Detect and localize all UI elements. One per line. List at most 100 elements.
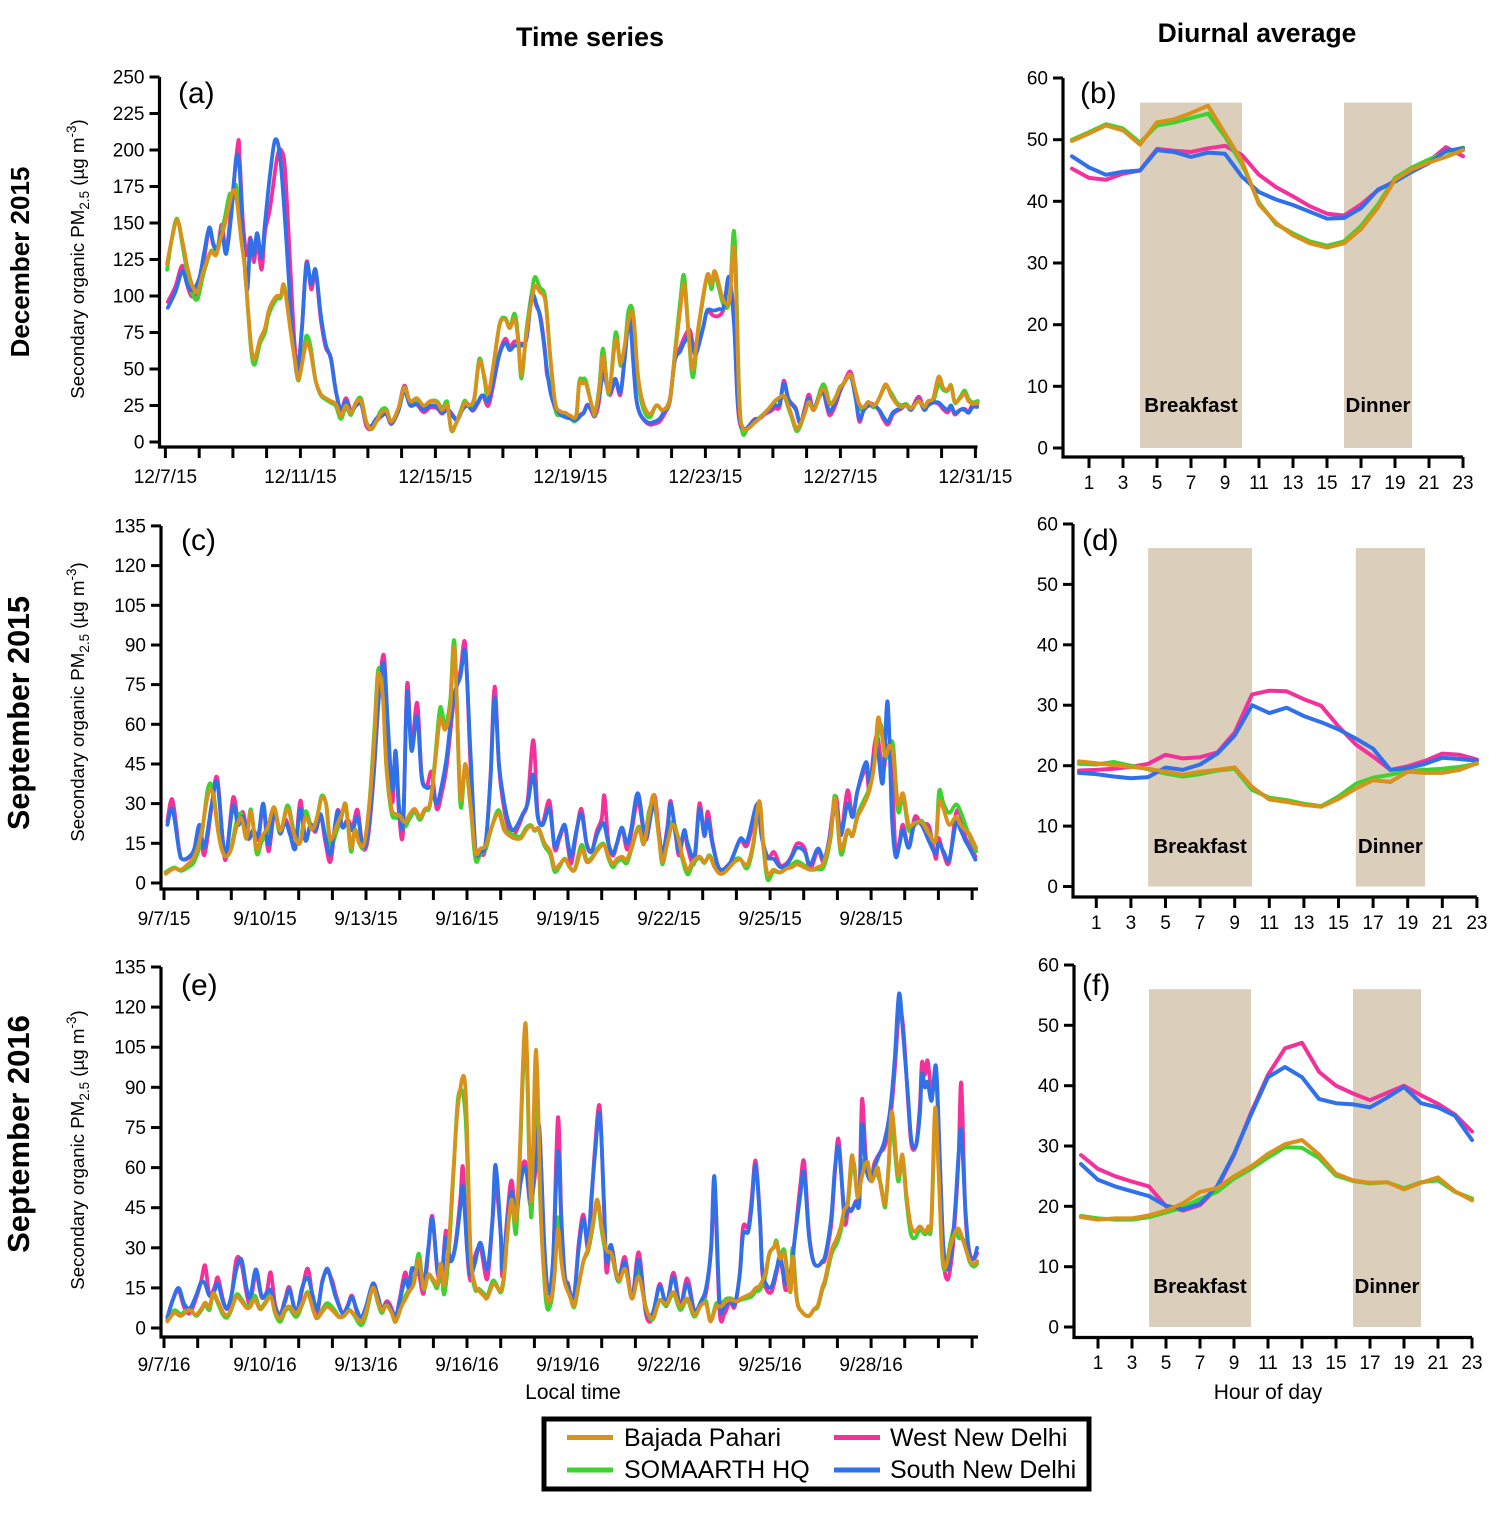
svg-text:7: 7 — [1186, 473, 1197, 494]
svg-text:Breakfast: Breakfast — [1144, 394, 1238, 417]
svg-text:21: 21 — [1427, 1353, 1448, 1374]
svg-text:12/27/15: 12/27/15 — [803, 467, 877, 488]
svg-text:15: 15 — [1325, 1353, 1346, 1374]
svg-text:40: 40 — [1027, 192, 1048, 213]
svg-text:40: 40 — [1038, 1076, 1059, 1097]
svg-text:0: 0 — [1047, 877, 1058, 898]
svg-text:50: 50 — [1037, 575, 1058, 596]
svg-text:25: 25 — [123, 396, 144, 417]
svg-text:90: 90 — [125, 636, 146, 657]
svg-text:30: 30 — [125, 1238, 146, 1259]
svg-text:0: 0 — [1048, 1318, 1059, 1339]
svg-text:(e): (e) — [181, 969, 218, 1002]
svg-text:9/22/15: 9/22/15 — [637, 909, 700, 930]
svg-text:11: 11 — [1258, 1353, 1278, 1374]
svg-text:250: 250 — [113, 68, 145, 89]
svg-text:10: 10 — [1027, 377, 1048, 398]
svg-text:120: 120 — [114, 998, 146, 1019]
svg-text:11: 11 — [1259, 913, 1279, 934]
svg-text:30: 30 — [1037, 696, 1058, 717]
svg-text:105: 105 — [114, 1038, 146, 1059]
svg-text:13: 13 — [1291, 1353, 1312, 1374]
svg-text:December 2015: December 2015 — [5, 167, 35, 358]
svg-text:23: 23 — [1466, 913, 1487, 934]
svg-text:West New Delhi: West New Delhi — [890, 1424, 1067, 1452]
svg-text:135: 135 — [114, 516, 146, 537]
svg-text:20: 20 — [1027, 315, 1048, 336]
svg-text:60: 60 — [1037, 515, 1058, 536]
svg-text:9/19/16: 9/19/16 — [536, 1355, 599, 1376]
svg-text:90: 90 — [125, 1078, 146, 1099]
svg-text:9: 9 — [1229, 1353, 1240, 1374]
svg-text:9/10/15: 9/10/15 — [233, 909, 296, 930]
svg-text:60: 60 — [1038, 956, 1059, 977]
svg-text:13: 13 — [1293, 913, 1314, 934]
svg-text:30: 30 — [1038, 1137, 1059, 1158]
svg-text:19: 19 — [1384, 473, 1405, 494]
svg-text:50: 50 — [1027, 130, 1048, 151]
svg-text:9/25/15: 9/25/15 — [738, 909, 801, 930]
svg-text:9: 9 — [1229, 913, 1240, 934]
svg-text:Breakfast: Breakfast — [1153, 835, 1247, 858]
svg-text:0: 0 — [134, 433, 145, 454]
svg-text:50: 50 — [1038, 1016, 1059, 1037]
svg-text:175: 175 — [113, 177, 145, 198]
svg-text:3: 3 — [1126, 913, 1137, 934]
svg-text:15: 15 — [1316, 473, 1337, 494]
svg-text:9/7/16: 9/7/16 — [138, 1355, 191, 1376]
svg-text:3: 3 — [1127, 1353, 1138, 1374]
svg-text:9/28/16: 9/28/16 — [839, 1355, 902, 1376]
svg-text:0: 0 — [135, 1319, 146, 1340]
svg-text:9/25/16: 9/25/16 — [738, 1355, 801, 1376]
svg-text:12/19/15: 12/19/15 — [533, 467, 607, 488]
svg-text:5: 5 — [1161, 1353, 1172, 1374]
svg-text:45: 45 — [125, 755, 146, 776]
svg-text:12/23/15: 12/23/15 — [668, 467, 742, 488]
svg-text:9/16/16: 9/16/16 — [435, 1355, 498, 1376]
svg-text:1: 1 — [1084, 473, 1095, 494]
svg-text:23: 23 — [1461, 1353, 1482, 1374]
svg-text:9/22/16: 9/22/16 — [637, 1355, 700, 1376]
svg-text:75: 75 — [123, 323, 144, 344]
svg-text:South New Delhi: South New Delhi — [890, 1456, 1076, 1484]
svg-text:13: 13 — [1282, 473, 1303, 494]
svg-text:(b): (b) — [1080, 77, 1117, 110]
svg-text:11: 11 — [1249, 473, 1269, 494]
svg-text:Secondary organic PM2.5 (µg m-: Secondary organic PM2.5 (µg m-3) — [64, 562, 92, 841]
svg-text:135: 135 — [114, 958, 146, 979]
svg-text:9/28/15: 9/28/15 — [839, 909, 902, 930]
svg-text:15: 15 — [125, 834, 146, 855]
svg-text:0: 0 — [135, 874, 146, 895]
svg-text:Secondary organic PM2.5 (µg m-: Secondary organic PM2.5 (µg m-3) — [64, 1010, 92, 1289]
svg-text:125: 125 — [113, 250, 145, 271]
svg-text:0: 0 — [1037, 439, 1048, 460]
svg-text:120: 120 — [114, 556, 146, 577]
svg-text:50: 50 — [123, 360, 144, 381]
svg-text:45: 45 — [125, 1198, 146, 1219]
svg-text:75: 75 — [125, 1118, 146, 1139]
svg-text:Time series: Time series — [516, 22, 664, 52]
svg-text:7: 7 — [1195, 913, 1206, 934]
svg-text:15: 15 — [1328, 913, 1349, 934]
svg-text:5: 5 — [1152, 473, 1163, 494]
svg-text:21: 21 — [1418, 473, 1439, 494]
svg-text:9/7/15: 9/7/15 — [138, 909, 191, 930]
svg-text:20: 20 — [1038, 1197, 1059, 1218]
svg-text:7: 7 — [1195, 1353, 1206, 1374]
svg-text:Hour of day: Hour of day — [1214, 1381, 1323, 1404]
svg-text:12/7/15: 12/7/15 — [134, 467, 197, 488]
svg-text:September 2015: September 2015 — [2, 596, 36, 830]
svg-text:60: 60 — [1027, 69, 1048, 90]
svg-text:19: 19 — [1393, 1353, 1414, 1374]
svg-text:17: 17 — [1350, 473, 1371, 494]
svg-text:40: 40 — [1037, 635, 1058, 656]
svg-text:9/13/15: 9/13/15 — [334, 909, 397, 930]
svg-text:9/16/15: 9/16/15 — [435, 909, 498, 930]
svg-text:150: 150 — [113, 214, 145, 235]
svg-text:20: 20 — [1037, 756, 1058, 777]
svg-text:19: 19 — [1397, 913, 1418, 934]
svg-text:12/11/15: 12/11/15 — [264, 467, 337, 488]
svg-text:Dinner: Dinner — [1358, 835, 1423, 858]
svg-text:75: 75 — [125, 675, 146, 696]
svg-text:Breakfast: Breakfast — [1153, 1275, 1247, 1298]
